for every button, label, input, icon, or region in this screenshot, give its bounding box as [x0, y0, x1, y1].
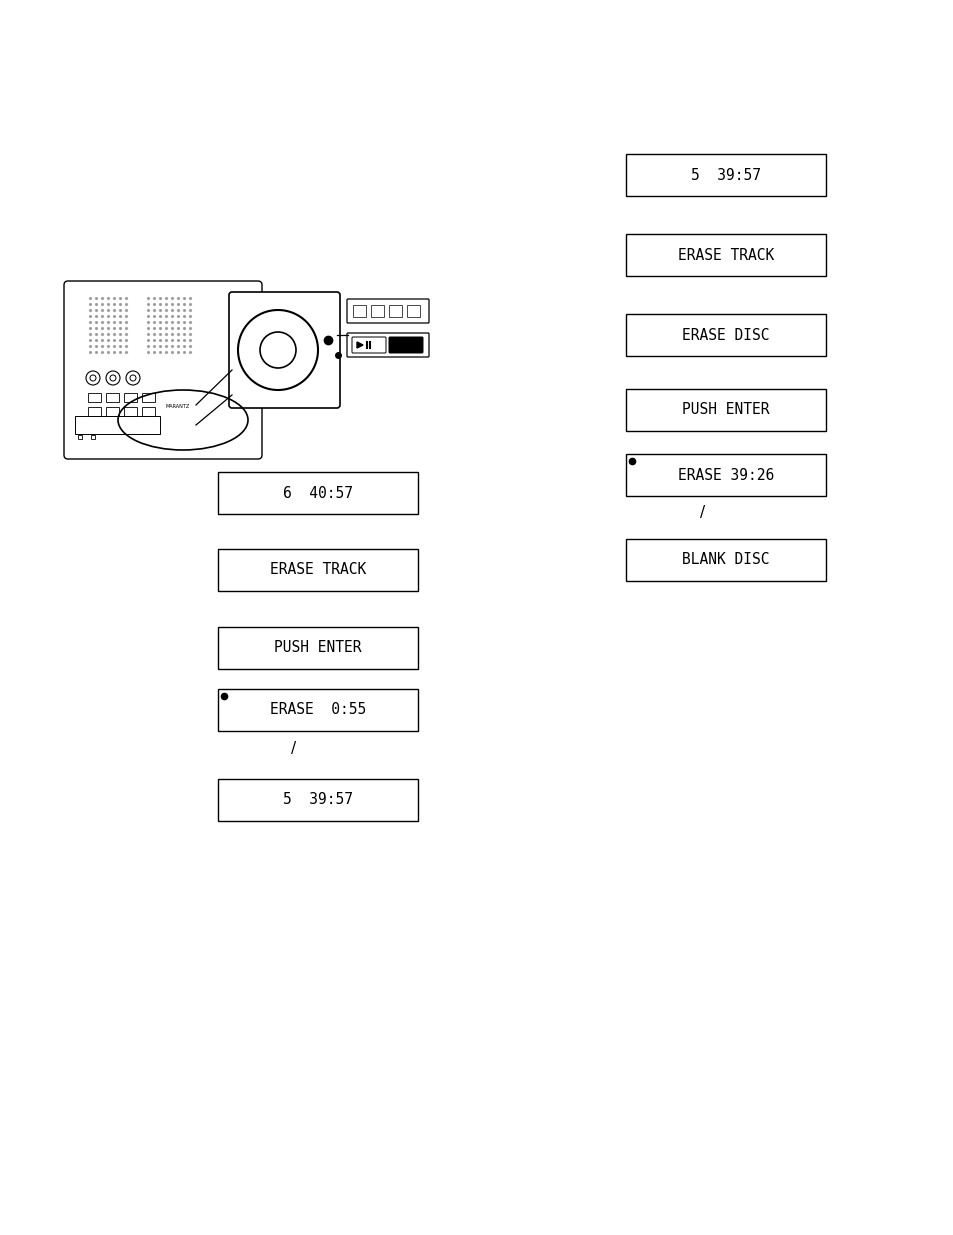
- Text: ERASE 39:26: ERASE 39:26: [678, 468, 773, 483]
- Text: 6  40:57: 6 40:57: [283, 485, 353, 500]
- Bar: [106, 408, 119, 416]
- Bar: [124, 393, 137, 403]
- Bar: [88, 393, 101, 403]
- FancyBboxPatch shape: [347, 299, 429, 324]
- Bar: [142, 408, 154, 416]
- Text: ERASE TRACK: ERASE TRACK: [678, 247, 773, 263]
- Bar: [625, 314, 825, 356]
- Bar: [106, 393, 119, 403]
- Bar: [625, 538, 825, 580]
- Text: MARANTZ: MARANTZ: [166, 404, 190, 409]
- Circle shape: [110, 375, 116, 382]
- Circle shape: [260, 332, 295, 368]
- FancyBboxPatch shape: [389, 337, 422, 353]
- FancyBboxPatch shape: [64, 282, 262, 459]
- Bar: [142, 393, 154, 403]
- Circle shape: [126, 370, 140, 385]
- Text: ERASE  0:55: ERASE 0:55: [270, 703, 366, 718]
- Bar: [218, 627, 417, 669]
- Bar: [371, 305, 384, 317]
- Circle shape: [90, 375, 96, 382]
- Polygon shape: [356, 342, 363, 348]
- Text: PUSH ENTER: PUSH ENTER: [274, 641, 361, 656]
- Text: 5  39:57: 5 39:57: [283, 793, 353, 808]
- Bar: [625, 154, 825, 196]
- Bar: [389, 305, 401, 317]
- Text: /: /: [291, 741, 296, 756]
- Bar: [407, 305, 419, 317]
- Text: BLANK DISC: BLANK DISC: [681, 552, 769, 568]
- Circle shape: [106, 370, 120, 385]
- Bar: [625, 389, 825, 431]
- Bar: [625, 233, 825, 275]
- Bar: [75, 416, 160, 433]
- FancyBboxPatch shape: [229, 291, 339, 408]
- Bar: [218, 550, 417, 592]
- Text: ERASE DISC: ERASE DISC: [681, 327, 769, 342]
- Circle shape: [86, 370, 100, 385]
- FancyBboxPatch shape: [347, 333, 429, 357]
- Bar: [218, 689, 417, 731]
- Text: PUSH ENTER: PUSH ENTER: [681, 403, 769, 417]
- FancyBboxPatch shape: [352, 337, 386, 353]
- Bar: [124, 408, 137, 416]
- Circle shape: [237, 310, 317, 390]
- Bar: [218, 472, 417, 514]
- Bar: [218, 779, 417, 821]
- Text: 5  39:57: 5 39:57: [690, 168, 760, 183]
- Text: /: /: [700, 505, 705, 520]
- Bar: [353, 305, 366, 317]
- Circle shape: [130, 375, 136, 382]
- Text: ERASE TRACK: ERASE TRACK: [270, 562, 366, 578]
- Bar: [88, 408, 101, 416]
- Bar: [625, 454, 825, 496]
